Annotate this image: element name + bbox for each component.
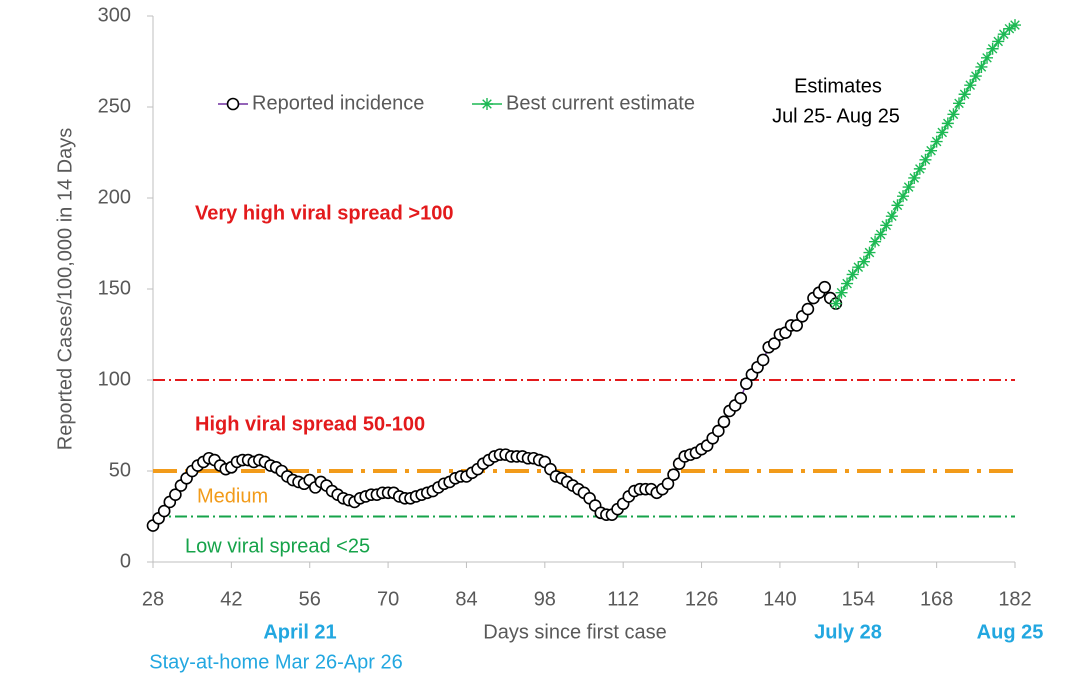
marker [913, 162, 926, 175]
marker [897, 190, 910, 203]
marker [768, 337, 781, 350]
x-tick-label: 154 [842, 588, 875, 610]
marker [712, 424, 725, 438]
marker [891, 199, 904, 212]
annotation: July 28 [814, 621, 882, 643]
marker [756, 353, 770, 367]
marker [902, 181, 915, 194]
marker [852, 261, 865, 274]
x-tick-label: 112 [607, 588, 639, 610]
x-tick-label: 140 [763, 588, 796, 610]
marker [930, 135, 943, 148]
marker [958, 88, 971, 101]
marker [964, 79, 977, 92]
x-tick-label: 126 [685, 588, 718, 610]
annotation: High viral spread 50-100 [195, 413, 425, 435]
x-tick-label: 28 [142, 588, 164, 610]
marker [169, 488, 182, 501]
marker [481, 98, 493, 110]
marker [863, 246, 876, 259]
marker [981, 51, 994, 64]
y-tick-label: 200 [98, 186, 131, 208]
x-tick-label: 84 [455, 588, 477, 610]
marker [734, 391, 748, 405]
annotation: Medium [197, 485, 268, 507]
x-tick-label: 70 [377, 588, 399, 610]
marker [908, 171, 921, 184]
marker [717, 415, 731, 429]
marker [818, 280, 831, 294]
marker [790, 319, 804, 332]
y-tick-label: 0 [120, 550, 131, 572]
marker [226, 97, 240, 111]
marker [869, 235, 882, 248]
marker [661, 477, 675, 491]
marker [874, 228, 887, 241]
legend-label: Best current estimate [506, 92, 695, 114]
marker [801, 302, 815, 316]
y-tick-label: 150 [98, 277, 131, 299]
x-tick-label: 56 [299, 588, 321, 610]
y-tick-label: 300 [98, 4, 131, 26]
marker [969, 70, 982, 83]
x-tick-label: 182 [998, 588, 1031, 610]
y-tick-label: 250 [98, 95, 131, 117]
legend-label: Reported incidence [252, 92, 424, 114]
marker [975, 60, 988, 73]
marker [992, 35, 1005, 48]
marker [880, 219, 893, 232]
marker [925, 144, 938, 157]
x-axis-title: Days since first case [483, 621, 666, 643]
x-tick-label: 168 [920, 588, 953, 610]
x-tick-label: 42 [220, 588, 242, 610]
marker [936, 126, 949, 139]
marker [829, 297, 842, 310]
marker [846, 268, 859, 281]
annotation: Low viral spread <25 [185, 535, 370, 557]
marker [667, 468, 680, 481]
marker [941, 117, 954, 130]
y-axis-title: Reported Cases/100,000 in 14 Days [54, 128, 76, 450]
marker [885, 210, 898, 223]
y-tick-label: 50 [109, 459, 131, 481]
annotation: Very high viral spread >100 [195, 202, 453, 224]
marker [953, 97, 966, 110]
marker [1003, 22, 1016, 35]
marker [986, 42, 999, 55]
marker [157, 504, 171, 518]
marker [740, 377, 753, 390]
marker [835, 286, 848, 299]
annotation: Estimates [794, 75, 882, 97]
annotation: Stay-at-home Mar 26-Apr 26 [149, 651, 402, 673]
marker [857, 255, 870, 268]
marker [841, 277, 854, 290]
marker [997, 28, 1010, 41]
marker [919, 153, 932, 166]
annotation: April 21 [263, 621, 336, 643]
y-tick-label: 100 [98, 368, 131, 390]
marker [947, 108, 960, 121]
annotation: Aug 25 [977, 621, 1044, 643]
marker [1009, 19, 1021, 32]
annotation: Jul 25- Aug 25 [772, 105, 900, 127]
x-tick-label: 98 [534, 588, 556, 610]
